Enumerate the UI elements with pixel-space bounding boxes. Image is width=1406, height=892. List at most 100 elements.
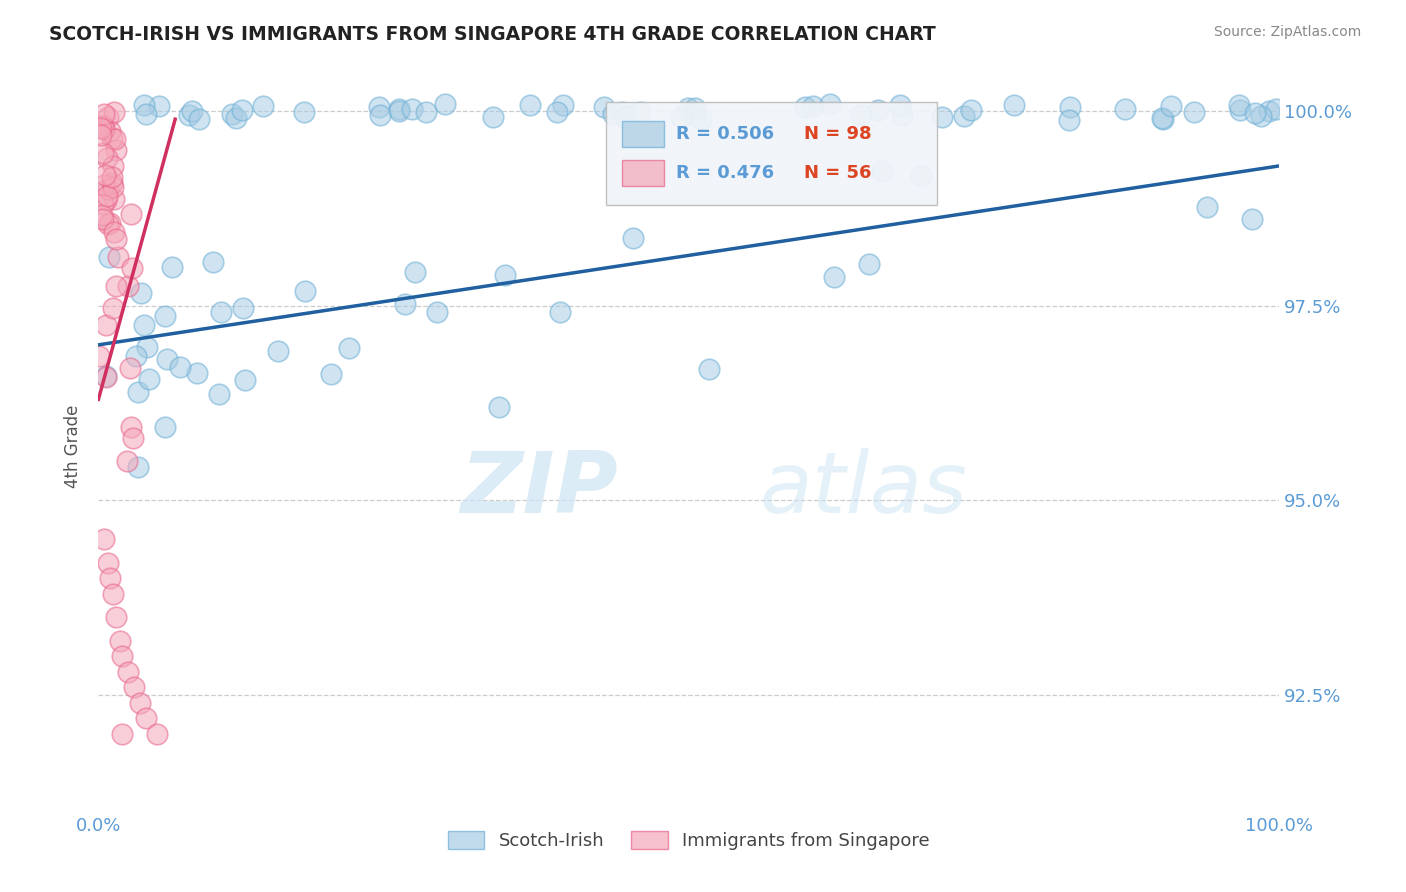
Point — [221, 107, 243, 121]
Point — [120, 207, 142, 221]
Point — [415, 105, 437, 120]
Point — [108, 633, 131, 648]
Point — [105, 144, 128, 158]
Point — [96, 189, 118, 203]
Point — [546, 104, 568, 119]
Point — [90, 128, 112, 142]
Point — [90, 121, 112, 136]
Point — [368, 100, 391, 114]
Point — [232, 301, 254, 315]
Legend: Scotch-Irish, Immigrants from Singapore: Scotch-Irish, Immigrants from Singapore — [441, 823, 936, 857]
Point — [96, 151, 118, 165]
Point — [613, 110, 636, 124]
Point — [188, 112, 211, 126]
Point — [1057, 113, 1080, 128]
Point — [1257, 103, 1279, 118]
Point — [1160, 99, 1182, 113]
Point — [93, 533, 115, 547]
Point — [931, 111, 953, 125]
Point — [910, 169, 932, 183]
Point — [553, 98, 575, 112]
Point — [676, 102, 699, 116]
Text: atlas: atlas — [759, 449, 967, 532]
Point — [519, 97, 541, 112]
Point — [960, 103, 983, 117]
Point — [602, 107, 624, 121]
Point — [319, 367, 342, 381]
Point — [870, 164, 893, 178]
Point — [103, 104, 125, 119]
Point — [849, 108, 872, 122]
FancyBboxPatch shape — [621, 120, 664, 147]
Point — [1229, 103, 1251, 117]
Point — [208, 387, 231, 401]
Point — [101, 180, 124, 194]
Point — [90, 208, 112, 222]
Point — [155, 309, 177, 323]
Point — [156, 352, 179, 367]
Point — [91, 211, 114, 226]
Point — [794, 100, 817, 114]
Point — [96, 370, 118, 384]
Point — [388, 102, 411, 116]
Text: Source: ZipAtlas.com: Source: ZipAtlas.com — [1213, 25, 1361, 39]
Point — [98, 250, 121, 264]
Point — [103, 193, 125, 207]
Point — [1114, 102, 1136, 116]
Point — [1265, 102, 1288, 116]
Point — [818, 97, 841, 112]
Point — [134, 318, 156, 333]
Point — [98, 217, 121, 231]
Text: SCOTCH-IRISH VS IMMIGRANTS FROM SINGAPORE 4TH GRADE CORRELATION CHART: SCOTCH-IRISH VS IMMIGRANTS FROM SINGAPOR… — [49, 25, 936, 44]
Point — [162, 260, 184, 275]
Point — [426, 305, 449, 319]
Point — [488, 400, 510, 414]
Point — [120, 360, 142, 375]
Point — [1002, 98, 1025, 112]
Point — [146, 727, 169, 741]
Point — [202, 255, 225, 269]
Point — [235, 373, 257, 387]
Point — [858, 257, 880, 271]
Point — [101, 131, 124, 145]
Point — [101, 301, 124, 315]
Point — [127, 385, 149, 400]
Point — [823, 269, 845, 284]
Point — [132, 98, 155, 112]
Point — [683, 101, 706, 115]
Point — [550, 305, 572, 319]
Point — [105, 610, 128, 624]
Point — [94, 168, 117, 182]
Point — [125, 349, 148, 363]
Point — [117, 454, 139, 468]
Point — [1059, 100, 1081, 114]
Point — [394, 297, 416, 311]
Point — [122, 680, 145, 694]
Point — [135, 340, 157, 354]
Point — [186, 367, 208, 381]
Point — [612, 105, 634, 120]
Point — [104, 279, 127, 293]
Point — [866, 103, 889, 117]
Point — [368, 108, 391, 122]
Point — [953, 109, 976, 123]
Point — [153, 420, 176, 434]
Point — [697, 362, 720, 376]
Point — [181, 103, 204, 118]
Point — [292, 105, 315, 120]
Point — [685, 108, 707, 122]
Point — [93, 107, 115, 121]
Point — [96, 318, 118, 333]
Point — [111, 727, 134, 741]
Point — [433, 97, 456, 112]
Point — [97, 110, 120, 124]
Point — [93, 121, 115, 136]
Point — [100, 124, 122, 138]
Point — [1152, 112, 1174, 127]
Point — [101, 587, 124, 601]
Point — [169, 360, 191, 375]
Point — [97, 217, 120, 231]
Point — [111, 649, 134, 664]
Text: R = 0.506: R = 0.506 — [676, 125, 775, 143]
Point — [1195, 200, 1218, 214]
